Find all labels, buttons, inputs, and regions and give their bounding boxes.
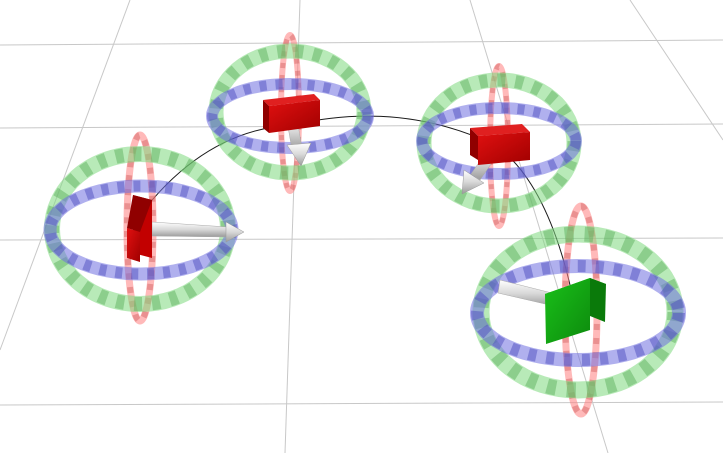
pose-box[interactable] <box>263 94 320 133</box>
pose-marker-3[interactable] <box>422 66 576 226</box>
goal-marker[interactable] <box>477 206 679 414</box>
pose-marker-2[interactable] <box>212 35 368 191</box>
pose-box[interactable] <box>470 124 530 165</box>
pose-marker-1[interactable] <box>50 135 244 321</box>
